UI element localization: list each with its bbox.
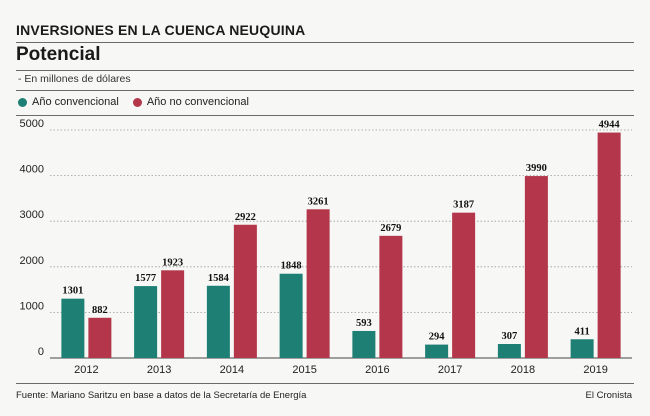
data-label-convencional: 593 — [356, 318, 372, 329]
bar-no-convencional — [452, 212, 476, 358]
bar-convencional — [134, 286, 158, 358]
y-tick-label: 1000 — [20, 300, 44, 312]
x-tick-label: 2017 — [438, 364, 462, 376]
units-note: - En millones de dólares — [18, 73, 131, 85]
bar-no-convencional — [88, 317, 112, 358]
y-tick-label: 2000 — [20, 255, 44, 267]
bar-convencional — [425, 344, 449, 358]
data-label-no-convencional: 1923 — [162, 257, 183, 268]
legend: Año convencional Año no convencional — [18, 96, 263, 108]
bar-convencional — [279, 273, 303, 358]
legend-divider — [16, 115, 634, 116]
data-label-convencional: 307 — [502, 331, 518, 342]
x-tick-label: 2012 — [74, 364, 98, 376]
publisher-credit: El Cronista — [585, 390, 632, 401]
data-label-convencional: 294 — [429, 332, 446, 343]
data-label-convencional: 1577 — [135, 273, 156, 284]
data-label-no-convencional: 2679 — [380, 223, 401, 234]
bar-convencional — [206, 285, 230, 358]
header-divider — [16, 42, 634, 43]
data-label-convencional: 411 — [575, 326, 590, 337]
data-label-no-convencional: 4944 — [599, 120, 621, 131]
bar-no-convencional — [524, 176, 548, 358]
y-tick-label: 3000 — [20, 209, 44, 221]
legend-label-no-convencional: Año no convencional — [146, 96, 249, 108]
data-label-no-convencional: 3990 — [526, 163, 547, 174]
y-tick-label: 5000 — [20, 118, 44, 130]
bar-convencional — [61, 298, 85, 358]
data-label-no-convencional: 3187 — [453, 200, 474, 211]
data-label-convencional: 1848 — [281, 261, 302, 272]
title-divider — [16, 70, 634, 71]
x-tick-label: 2016 — [365, 364, 389, 376]
y-tick-label: 0 — [38, 346, 44, 358]
note-divider — [16, 90, 634, 91]
footer-divider — [16, 383, 634, 384]
legend-swatch-convencional — [18, 97, 27, 107]
x-tick-label: 2015 — [292, 364, 316, 376]
legend-swatch-no-convencional — [132, 97, 142, 107]
bar-convencional — [352, 330, 376, 358]
y-tick-label: 4000 — [20, 164, 44, 176]
chart-kicker: INVERSIONES EN LA CUENCA NEUQUINA — [16, 22, 306, 38]
x-tick-label: 2018 — [511, 364, 535, 376]
data-label-no-convencional: 3261 — [308, 196, 329, 207]
data-label-no-convencional: 2922 — [235, 212, 256, 223]
bar-convencional — [497, 344, 521, 358]
bar-no-convencional — [306, 209, 330, 358]
legend-item-convencional: Año convencional — [18, 96, 119, 108]
data-label-no-convencional: 882 — [92, 305, 108, 316]
bar-no-convencional — [379, 235, 403, 358]
data-label-convencional: 1584 — [208, 273, 230, 284]
legend-label-convencional: Año convencional — [32, 96, 119, 108]
bar-no-convencional — [161, 270, 185, 358]
bar-no-convencional — [597, 132, 621, 358]
x-tick-label: 2013 — [147, 364, 171, 376]
chart-title: Potencial — [16, 44, 101, 65]
x-tick-label: 2014 — [220, 364, 244, 376]
x-tick-label: 2019 — [583, 364, 607, 376]
legend-item-no-convencional: Año no convencional — [132, 96, 249, 108]
data-label-convencional: 1301 — [62, 286, 83, 297]
bar-convencional — [570, 339, 594, 358]
source-note: Fuente: Mariano Saritzu en base a datos … — [16, 390, 307, 401]
bar-no-convencional — [233, 224, 257, 358]
